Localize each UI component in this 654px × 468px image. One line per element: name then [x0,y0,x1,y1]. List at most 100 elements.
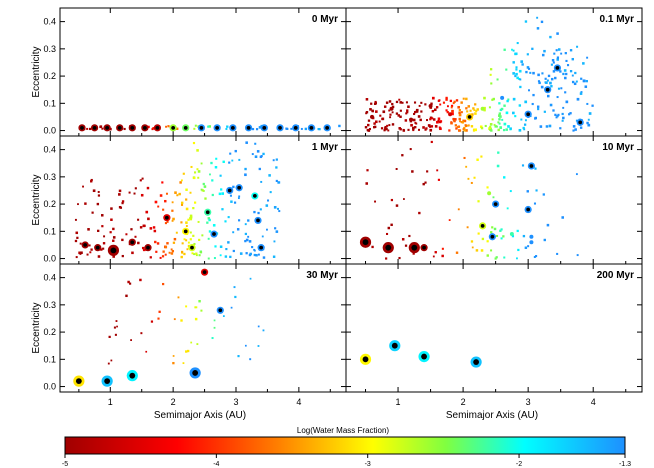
planetesimal-point [467,105,471,108]
planetesimal-point [483,108,486,112]
planetesimal-point [233,201,237,204]
planetesimal-point [174,191,177,194]
embryo-core [183,125,188,130]
planetesimal-point [121,254,124,258]
planetesimal-point [272,159,275,162]
planetesimal-point [496,234,499,237]
embryo-point [529,240,534,245]
planetesimal-point [463,126,466,130]
planetesimal-point [172,355,175,357]
planetesimal-point [512,61,515,64]
planetesimal-point [193,242,196,246]
planetesimal-point [182,362,185,365]
planetesimal-point [90,248,93,251]
planetesimal-point [586,56,589,59]
plot-area [59,135,347,265]
colorbar-tick-label: -4 [213,461,219,468]
planetesimal-point [211,193,214,197]
planetesimal-point [190,216,193,219]
planetesimal-point [498,112,501,115]
planetesimal-point [381,117,384,121]
planetesimal-point [533,202,537,205]
embryo-core [490,234,495,239]
planetesimal-point [254,142,257,145]
planetesimal-point [385,257,388,260]
planetesimal-point [475,249,479,252]
y-tick-label: 0.3 [43,44,56,54]
x-axis-label-left: Semimajor Axis (AU) [154,410,246,421]
planetesimal-point [509,127,512,130]
scatter-points [364,16,594,132]
y-tick-label: 0.1 [43,354,56,364]
planetesimal-point [458,117,461,121]
planetesimal-point [534,117,537,120]
planetesimal-point [457,105,460,109]
planetesimal-point [499,115,502,118]
planetesimal-point [571,57,574,61]
scatter-points [74,141,281,260]
planetesimal-point [194,124,197,127]
planetesimal-point [535,189,538,192]
y-tick-label: 0.4 [43,145,56,155]
planetesimal-point [194,317,198,321]
embryo-core [467,115,472,119]
planetesimal-point [408,234,411,238]
planetesimal-point [173,318,176,321]
planetesimal-point [424,128,427,131]
planetesimal-point [218,192,222,196]
planetesimal-point [384,125,387,128]
planetesimal-point [134,235,137,238]
y-tick-label: 0.4 [43,273,56,283]
planetesimal-point [97,194,101,197]
planetesimal-point [470,240,474,243]
planetesimal-point [121,200,125,203]
colorbar-tick-label: -3 [365,461,371,468]
embryo-point [389,106,394,111]
embryo-core [309,125,314,130]
planetesimal-point [206,221,209,224]
planetesimal-point [412,128,415,132]
embryo-core [421,353,427,360]
planetesimal-point [463,119,467,123]
planetesimal-point [89,251,92,254]
planetesimal-point [192,234,195,237]
planetesimal-point [224,220,227,223]
y-tick-label: 0.2 [43,327,56,337]
planetesimal-point [207,125,210,128]
planetesimal-point [460,121,463,124]
planetesimal-point [386,124,389,127]
planetesimal-point [555,49,558,52]
planetesimal-point [430,140,433,144]
planetesimal-point [227,241,230,244]
planetesimal-point [168,251,171,254]
planetesimal-point [123,127,126,131]
planetesimal-point [200,309,203,312]
planetesimal-point [389,116,392,119]
embryo-core [411,244,418,251]
planetesimal-point [560,87,563,90]
planetesimal-point [588,112,592,115]
planetesimal-point [244,344,247,347]
planetesimal-point [540,85,544,89]
planetesimal-point [382,110,386,114]
planetesimal-point [201,234,204,237]
planetesimal-point [108,335,111,339]
planetesimal-point [210,161,213,165]
planetesimal-point [528,89,530,92]
planetesimal-point [424,103,427,106]
planetesimal-point [194,306,197,309]
planetesimal-point [227,216,230,219]
planetesimal-point [147,217,150,221]
planetesimal-point [457,208,460,211]
planetesimal-point [179,181,182,184]
planetesimal-point [469,109,472,112]
planetesimal-point [214,245,217,248]
planetesimal-point [574,71,577,75]
planetesimal-point [557,113,560,116]
planetesimal-point [164,253,167,256]
planetesimal-point [412,126,415,129]
planetesimal-point [543,49,546,53]
planetesimal-point [455,127,458,130]
embryo-point [448,112,453,117]
embryo-core [493,202,498,206]
